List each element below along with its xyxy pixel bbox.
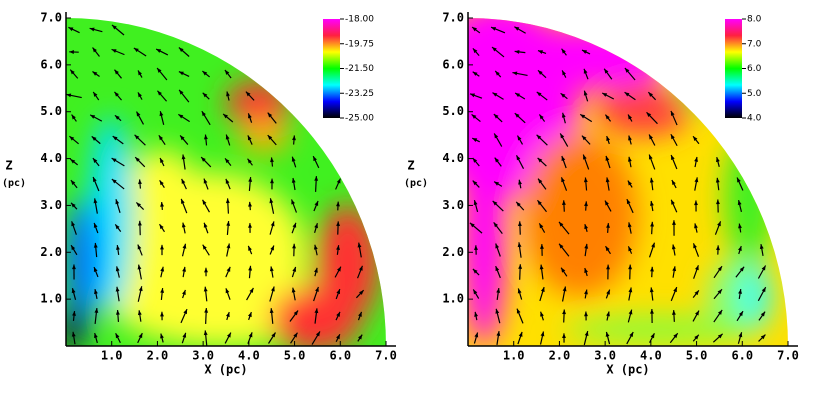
field-blob	[226, 80, 290, 126]
x-tick-label: 5.0	[284, 349, 306, 363]
x-tick-label: 6.0	[731, 349, 753, 363]
x-axis-label: X (pc)	[606, 363, 649, 377]
panel: 1.0 2.0 3.0 4.0 5.0 6.0 7.0 1.0 2.0 3.0 4.0 5.0 6.0 7…	[404, 2, 799, 377]
colorbar-tick-label: -19.75	[345, 39, 374, 49]
x-tick-label: 3.0	[192, 349, 214, 363]
y-tick-label: 3.0	[40, 198, 62, 212]
field-blob	[743, 264, 769, 330]
colorbar	[725, 19, 742, 118]
colorbar-tick-label: 4.0	[747, 114, 762, 124]
colorbar-tick-label: -21.50	[345, 64, 374, 74]
x-tick-label: 4.0	[238, 349, 260, 363]
colorbar-tick-label: 6.0	[747, 64, 762, 74]
field-blob	[484, 25, 676, 91]
y-tick-label: 7.0	[40, 11, 62, 25]
x-tick-label: 1.0	[503, 349, 525, 363]
field-blob	[316, 205, 380, 323]
x-tick-label: 5.0	[686, 349, 708, 363]
field-blob	[522, 133, 637, 297]
panel: 1.0 2.0 3.0 4.0 5.0 6.0 7.0 1.0 2.0 3.0 4.0 5.0 6.0 7…	[2, 11, 397, 377]
colorbar-tick-label: -25.00	[345, 114, 374, 124]
x-tick-label: 7.0	[777, 349, 799, 363]
y-tick-label: 1.0	[442, 292, 464, 306]
field-blob	[596, 84, 692, 136]
y-axis-unit: (pc)	[2, 178, 26, 189]
colorbar-tick-label: 5.0	[747, 89, 762, 99]
y-tick-label: 6.0	[40, 57, 62, 71]
y-tick-label: 5.0	[40, 104, 62, 118]
y-tick-label: 1.0	[40, 292, 62, 306]
colorbar	[323, 19, 340, 118]
y-axis-label: Z	[5, 159, 12, 173]
x-tick-label: 1.0	[101, 349, 123, 363]
colorbar-tick-label: -23.25	[345, 89, 374, 99]
x-tick-label: 4.0	[640, 349, 662, 363]
field-blob	[724, 133, 775, 264]
x-tick-label: 6.0	[329, 349, 351, 363]
x-tick-label: 3.0	[594, 349, 616, 363]
y-axis-label: Z	[407, 159, 414, 173]
colorbar-tick-label: 8.0	[747, 15, 762, 25]
y-axis-unit: (pc)	[404, 178, 428, 189]
x-tick-label: 2.0	[549, 349, 571, 363]
colorbar-tick-label: -18.00	[345, 15, 374, 25]
y-tick-label: 5.0	[442, 104, 464, 118]
field-blob	[239, 120, 290, 153]
x-tick-label: 7.0	[375, 349, 397, 363]
colorbar-tick-label: 7.0	[747, 39, 762, 49]
y-tick-label: 2.0	[40, 245, 62, 259]
y-tick-label: 7.0	[442, 11, 464, 25]
y-tick-label: 4.0	[442, 151, 464, 165]
x-tick-label: 2.0	[147, 349, 169, 363]
y-tick-label: 4.0	[40, 151, 62, 165]
x-axis-label: X (pc)	[204, 363, 247, 377]
y-tick-label: 2.0	[442, 245, 464, 259]
y-tick-label: 6.0	[442, 57, 464, 71]
field-blob	[564, 316, 756, 342]
y-tick-label: 3.0	[442, 198, 464, 212]
